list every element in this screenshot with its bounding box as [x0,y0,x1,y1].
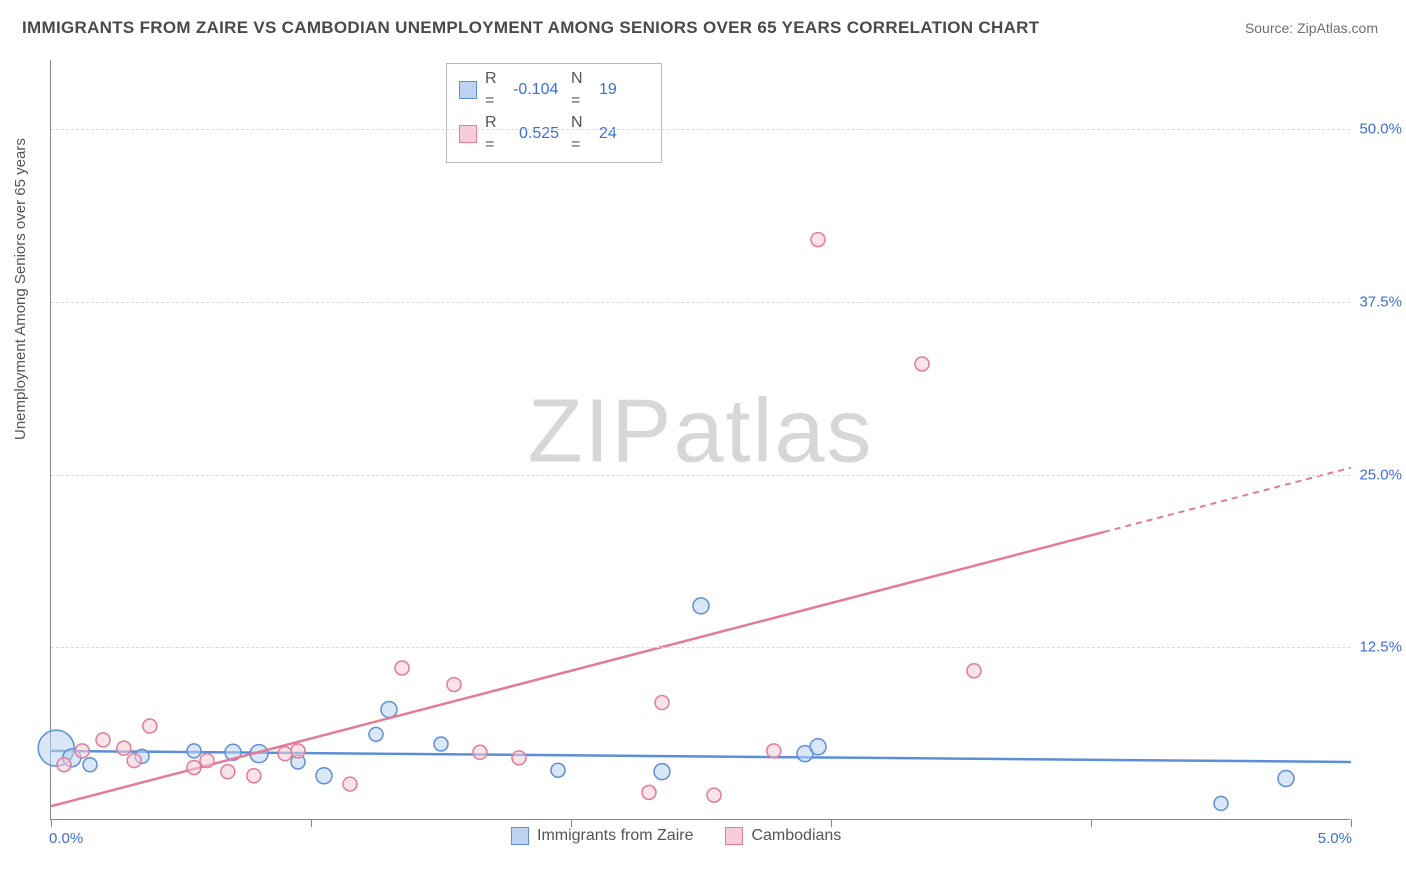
x-axis-min-label: 0.0% [49,830,83,847]
datapoint-cambodians [395,661,409,675]
trendline-ext-cambodians [1104,468,1351,532]
datapoint-cambodians [707,788,721,802]
gridline [51,647,1350,648]
y-tick-label: 25.0% [1359,466,1402,483]
datapoint-cambodians [655,696,669,710]
stats-legend: R = -0.104 N = 19 R = 0.525 N = 24 [446,63,662,163]
x-tick [831,819,832,827]
datapoint-cambodians [57,758,71,772]
n-value-zaire: 19 [599,79,649,101]
x-tick [311,819,312,827]
n-value-cambodians: 24 [599,123,649,145]
datapoint-cambodians [117,741,131,755]
scatter-plot: ZIPatlas R = -0.104 N = 19 R = 0.525 N =… [50,60,1350,820]
swatch-zaire [459,81,477,99]
datapoint-cambodians [75,744,89,758]
legend-label-cambodians: Cambodians [751,827,841,845]
y-axis-title: Unemployment Among Seniors over 65 years [12,138,29,440]
datapoint-cambodians [200,754,214,768]
datapoint-cambodians [278,747,292,761]
datapoint-cambodians [767,744,781,758]
datapoint-cambodians [247,769,261,783]
x-tick [1091,819,1092,827]
r-value-zaire: -0.104 [513,79,563,101]
datapoint-cambodians [512,751,526,765]
datapoint-cambodians [811,233,825,247]
datapoint-cambodians [447,678,461,692]
swatch-cambodians [459,125,477,143]
datapoint-zaire [381,701,397,717]
datapoint-zaire [810,739,826,755]
swatch-cambodians [725,827,743,845]
n-label: N = [571,112,591,156]
x-tick [1351,819,1352,827]
datapoint-cambodians [343,777,357,791]
stats-row-zaire: R = -0.104 N = 19 [459,68,649,112]
swatch-zaire [511,827,529,845]
x-tick [51,819,52,827]
r-label: R = [485,68,505,112]
datapoint-zaire [693,598,709,614]
gridline [51,475,1350,476]
datapoint-cambodians [291,744,305,758]
datapoint-cambodians [967,664,981,678]
datapoint-cambodians [915,357,929,371]
r-value-cambodians: 0.525 [513,123,563,145]
plot-svg [51,60,1351,820]
x-axis-max-label: 5.0% [1318,830,1352,847]
source-attribution: Source: ZipAtlas.com [1245,20,1378,36]
datapoint-zaire [654,764,670,780]
y-tick-label: 37.5% [1359,293,1402,310]
x-tick [571,819,572,827]
series-legend: Immigrants from Zaire Cambodians [511,827,841,845]
datapoint-zaire [434,737,448,751]
legend-item-zaire: Immigrants from Zaire [511,827,693,845]
legend-item-cambodians: Cambodians [725,827,841,845]
gridline [51,129,1350,130]
datapoint-zaire [1214,796,1228,810]
r-label: R = [485,112,505,156]
datapoint-cambodians [473,745,487,759]
datapoint-cambodians [127,754,141,768]
datapoint-zaire [1278,771,1294,787]
datapoint-cambodians [143,719,157,733]
datapoint-zaire [551,763,565,777]
datapoint-zaire [83,758,97,772]
datapoint-zaire [316,768,332,784]
datapoint-cambodians [221,765,235,779]
n-label: N = [571,68,591,112]
stats-row-cambodians: R = 0.525 N = 24 [459,112,649,156]
datapoint-cambodians [187,760,201,774]
y-tick-label: 12.5% [1359,639,1402,656]
datapoint-cambodians [96,733,110,747]
chart-title: IMMIGRANTS FROM ZAIRE VS CAMBODIAN UNEMP… [22,18,1039,38]
datapoint-cambodians [642,785,656,799]
datapoint-zaire [187,744,201,758]
gridline [51,302,1350,303]
y-tick-label: 50.0% [1359,121,1402,138]
datapoint-zaire [369,727,383,741]
legend-label-zaire: Immigrants from Zaire [537,827,693,845]
